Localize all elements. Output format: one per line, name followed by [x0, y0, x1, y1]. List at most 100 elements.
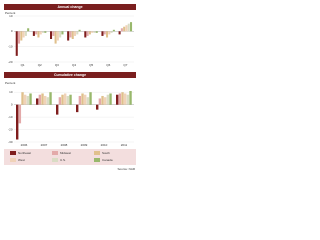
x-tick-label: Q1	[21, 63, 25, 67]
x-tick-label: Q5	[89, 63, 93, 67]
bar	[118, 93, 122, 105]
bar	[78, 29, 81, 32]
legend-label: Northeast	[18, 151, 31, 155]
bar	[37, 31, 40, 38]
bar	[101, 95, 104, 105]
bar	[123, 26, 126, 32]
bar	[24, 94, 27, 105]
bar	[39, 31, 42, 35]
y-tick-label: -20	[8, 127, 13, 131]
bar	[35, 31, 38, 35]
bar	[95, 31, 98, 33]
bar	[18, 104, 22, 124]
y-tick-label: 0	[11, 29, 13, 33]
bar	[44, 95, 47, 105]
bar	[16, 104, 19, 140]
bar	[76, 31, 79, 35]
bar	[58, 97, 62, 105]
bar	[24, 31, 27, 36]
x-tick-label: Q3	[55, 63, 59, 67]
bar	[84, 94, 87, 105]
bar	[36, 98, 39, 105]
legend-swatch	[10, 158, 16, 162]
chart-title: Annual change	[57, 5, 82, 9]
bar	[20, 31, 23, 41]
y-tick-label: 10	[9, 90, 13, 94]
bar	[49, 92, 52, 105]
bar	[42, 31, 45, 33]
bar	[125, 25, 128, 32]
bar	[22, 31, 25, 38]
y-tick-label: 0	[11, 102, 13, 106]
x-tick-label: Q2	[38, 63, 42, 67]
legend-swatch	[94, 158, 100, 162]
source-note: Source: NAR	[117, 167, 135, 171]
bar	[89, 92, 92, 105]
bar	[64, 93, 67, 105]
bar	[84, 31, 87, 38]
chart-header	[4, 72, 136, 78]
bar	[108, 31, 111, 35]
bar	[124, 93, 127, 105]
bar	[101, 31, 104, 36]
legend-background	[4, 149, 136, 165]
bar	[18, 31, 21, 44]
bar	[26, 95, 30, 105]
legend-swatch	[52, 158, 58, 162]
bar	[104, 97, 107, 105]
bar	[130, 22, 133, 32]
bar	[118, 31, 121, 35]
bar	[96, 104, 99, 110]
bar	[46, 97, 50, 105]
legend-swatch	[52, 151, 58, 155]
bar	[78, 95, 82, 105]
legend-label: West	[18, 158, 25, 162]
chart-header	[4, 4, 136, 10]
bar	[59, 31, 62, 38]
x-tick-label: 2007	[41, 143, 48, 147]
bar	[116, 94, 119, 105]
bar	[44, 31, 47, 33]
bar	[98, 98, 102, 105]
bar	[54, 31, 57, 44]
x-tick-label: Q7	[123, 63, 127, 67]
bar	[29, 93, 32, 105]
legend-label: U.S.	[60, 158, 66, 162]
bar	[66, 95, 70, 105]
x-tick-label: 2009	[81, 143, 88, 147]
x-tick-label: 2011	[121, 143, 128, 147]
bar	[38, 94, 42, 105]
bar	[50, 31, 53, 39]
chart-title: Cumulative change	[54, 73, 86, 77]
bar	[126, 94, 130, 105]
x-tick-label: 2006	[21, 143, 28, 147]
bar	[76, 104, 79, 113]
bar	[21, 92, 24, 105]
bar	[81, 93, 84, 105]
y-tick-label: 10	[9, 14, 13, 18]
y-tick-label: -20	[8, 60, 13, 64]
bar	[61, 94, 64, 105]
x-tick-label: Q6	[106, 63, 110, 67]
bar	[129, 90, 132, 105]
x-tick-label: 2008	[61, 143, 68, 147]
bar	[27, 28, 30, 32]
bar	[88, 31, 91, 35]
bar	[61, 31, 64, 35]
bar	[56, 104, 59, 115]
bar	[32, 31, 35, 36]
bar	[91, 31, 94, 33]
bar	[127, 23, 130, 32]
bar	[110, 31, 113, 33]
bar	[109, 93, 112, 105]
bar	[121, 92, 124, 105]
legend-swatch	[10, 151, 16, 155]
y-tick-label: -10	[8, 115, 13, 119]
y-tick-label: -30	[8, 140, 13, 144]
bar	[86, 31, 89, 36]
bar	[69, 94, 72, 105]
bar	[56, 31, 59, 41]
bar	[41, 93, 44, 105]
bar	[71, 31, 74, 39]
legend-label: Canada	[102, 158, 113, 162]
